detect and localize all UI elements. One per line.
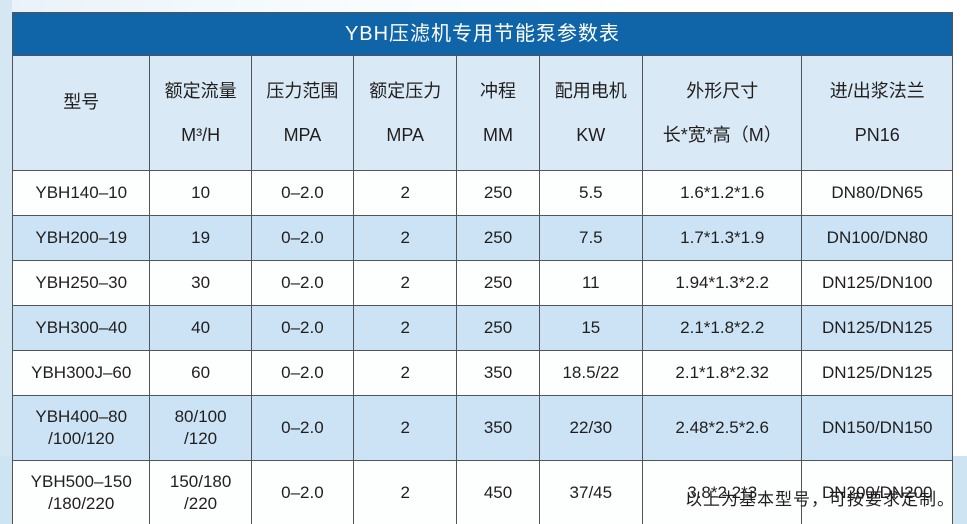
table-title-row: YBH压滤机专用节能泵参数表 — [12, 12, 953, 56]
col-header-motor-power-line1: 配用电机 — [554, 81, 627, 101]
cell-model: YBH400–80 /100/120 — [11, 395, 151, 461]
col-header-pressure-range-line1: 压力范围 — [266, 81, 339, 101]
table-row: YBH300–40 40 0–2.0 2 250 15 2.1*1.8*2.2 … — [11, 305, 953, 351]
cell-stroke: 450 — [456, 460, 540, 524]
cell-stroke: 250 — [456, 170, 540, 216]
cell-dimensions: 1.94*1.3*2.2 — [641, 260, 803, 306]
col-header-rated-pressure-line1: 额定压力 — [369, 81, 442, 101]
cell-rated-pressure: 2 — [353, 395, 458, 461]
cell-flange: DN100/DN80 — [801, 215, 953, 261]
background-left-strip — [0, 0, 12, 524]
col-header-rated-flow-line1: 额定流量 — [164, 81, 237, 101]
col-header-pressure-range-line2: MPA — [283, 125, 322, 145]
cell-flange: DN150/DN150 — [801, 395, 953, 461]
col-header-model-line1: 型号 — [63, 92, 100, 112]
cell-motor-power: 15 — [538, 305, 643, 351]
cell-dimensions: 2.1*1.8*2.2 — [641, 305, 803, 351]
cell-stroke: 250 — [456, 260, 540, 306]
cell-dimensions: 1.6*1.2*1.6 — [641, 170, 803, 216]
cell-model: YBH300J–60 — [11, 350, 151, 396]
cell-motor-power: 22/30 — [538, 395, 643, 461]
cell-pressure-range: 0–2.0 — [250, 395, 355, 461]
col-header-flange-line1: 进/出浆法兰 — [829, 81, 925, 101]
cell-rated-flow: 10 — [149, 170, 252, 216]
cell-pressure-range: 0–2.0 — [250, 460, 355, 524]
cell-rated-pressure: 2 — [353, 460, 458, 524]
table-row: YBH400–80 /100/120 80/100 /120 0–2.0 2 3… — [11, 395, 953, 461]
col-header-stroke: 冲程 MM — [456, 55, 540, 171]
col-header-rated-pressure-line2: MPA — [386, 125, 425, 145]
cell-model: YBH200–19 — [11, 215, 151, 261]
col-header-dimensions-line1: 外形尺寸 — [686, 81, 759, 101]
cell-pressure-range: 0–2.0 — [250, 350, 355, 396]
cell-stroke: 350 — [456, 395, 540, 461]
cell-rated-pressure: 2 — [353, 215, 458, 261]
cell-rated-pressure: 2 — [353, 170, 458, 216]
parameter-table: YBH压滤机专用节能泵参数表 型号 额定流量 M³/H 压力范围 MPA 额定压… — [11, 12, 953, 524]
cell-dimensions: 2.1*1.8*2.32 — [641, 350, 803, 396]
cell-pressure-range: 0–2.0 — [250, 170, 355, 216]
cell-flange: DN200/DN200 — [801, 460, 953, 524]
cell-flange: DN125/DN100 — [801, 260, 953, 306]
cell-rated-flow: 19 — [149, 215, 252, 261]
cell-dimensions: 3.8*2.2*3 — [641, 460, 803, 524]
col-header-stroke-line1: 冲程 — [480, 81, 517, 101]
table-row: YBH140–10 10 0–2.0 2 250 5.5 1.6*1.2*1.6… — [11, 170, 953, 216]
cell-pressure-range: 0–2.0 — [250, 305, 355, 351]
cell-flange: DN80/DN65 — [801, 170, 953, 216]
cell-flange: DN125/DN125 — [801, 350, 953, 396]
cell-model: YBH500–150 /180/220 — [11, 460, 151, 524]
col-header-rated-pressure: 额定压力 MPA — [353, 55, 458, 171]
table-title: YBH压滤机专用节能泵参数表 — [12, 12, 953, 56]
cell-motor-power: 18.5/22 — [538, 350, 643, 396]
cell-dimensions: 1.7*1.3*1.9 — [641, 215, 803, 261]
cell-rated-flow: 30 — [149, 260, 252, 306]
cell-pressure-range: 0–2.0 — [250, 260, 355, 306]
table-row: YBH300J–60 60 0–2.0 2 350 18.5/22 2.1*1.… — [11, 350, 953, 396]
cell-motor-power: 37/45 — [538, 460, 643, 524]
col-header-flange: 进/出浆法兰 PN16 — [801, 55, 953, 171]
col-header-rated-flow: 额定流量 M³/H — [149, 55, 252, 171]
cell-rated-flow: 40 — [149, 305, 252, 351]
cell-rated-pressure: 2 — [353, 305, 458, 351]
cell-rated-flow: 150/180 /220 — [149, 460, 252, 524]
cell-motor-power: 5.5 — [538, 170, 643, 216]
table-header-row: 型号 额定流量 M³/H 压力范围 MPA 额定压力 MPA 冲程 MM — [11, 55, 953, 171]
cell-motor-power: 11 — [538, 260, 643, 306]
table-row: YBH250–30 30 0–2.0 2 250 11 1.94*1.3*2.2… — [11, 260, 953, 306]
cell-stroke: 250 — [456, 305, 540, 351]
cell-flange: DN125/DN125 — [801, 305, 953, 351]
table-row: YBH200–19 19 0–2.0 2 250 7.5 1.7*1.3*1.9… — [11, 215, 953, 261]
cell-rated-pressure: 2 — [353, 350, 458, 396]
cell-stroke: 350 — [456, 350, 540, 396]
col-header-flange-line2: PN16 — [854, 125, 900, 145]
col-header-rated-flow-line2: M³/H — [181, 125, 221, 145]
col-header-model: 型号 — [11, 55, 151, 171]
cell-rated-pressure: 2 — [353, 260, 458, 306]
col-header-dimensions-line2: 长*宽*高（M） — [662, 125, 782, 145]
table-row: YBH500–150 /180/220 150/180 /220 0–2.0 2… — [11, 460, 953, 524]
footer-note: 以上为基本型号，可按要求定制。 — [685, 490, 955, 509]
cell-pressure-range: 0–2.0 — [250, 215, 355, 261]
cell-motor-power: 7.5 — [538, 215, 643, 261]
col-header-dimensions: 外形尺寸 长*宽*高（M） — [641, 55, 803, 171]
cell-model: YBH250–30 — [11, 260, 151, 306]
col-header-motor-power: 配用电机 KW — [538, 55, 643, 171]
col-header-pressure-range: 压力范围 MPA — [250, 55, 355, 171]
cell-rated-flow: 80/100 /120 — [149, 395, 252, 461]
cell-model: YBH300–40 — [11, 305, 151, 351]
cell-model: YBH140–10 — [11, 170, 151, 216]
col-header-motor-power-line2: KW — [576, 125, 606, 145]
cell-dimensions: 2.48*2.5*2.6 — [641, 395, 803, 461]
cell-stroke: 250 — [456, 215, 540, 261]
col-header-stroke-line2: MM — [483, 125, 514, 145]
cell-rated-flow: 60 — [149, 350, 252, 396]
